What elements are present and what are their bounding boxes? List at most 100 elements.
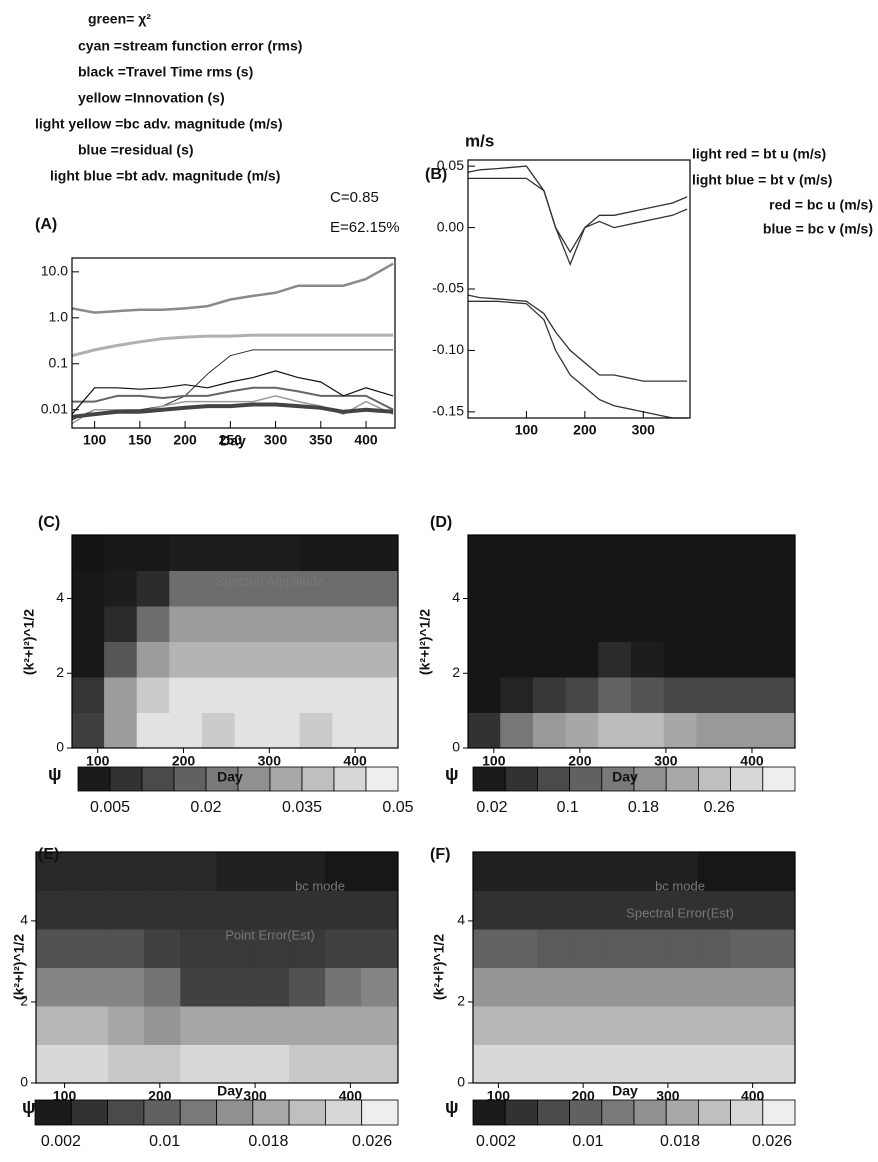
heatmap-cell bbox=[107, 851, 146, 891]
annotation: Spectral Error(Est) bbox=[626, 905, 734, 920]
heatmap-cell bbox=[663, 534, 698, 571]
heatmap-cell bbox=[71, 605, 106, 642]
heatmap-cell bbox=[180, 1005, 218, 1045]
y-tick-label: 2 bbox=[20, 993, 28, 1009]
heatmap-cell bbox=[663, 570, 698, 607]
x-tick-label: 150 bbox=[128, 432, 152, 448]
colorbar-cell bbox=[730, 766, 764, 792]
heatmap-cell bbox=[532, 712, 567, 749]
annotation: Point Error(Est) bbox=[225, 927, 315, 942]
colorbar-cell bbox=[179, 1099, 217, 1126]
series-line bbox=[71, 370, 394, 415]
heatmap-cell bbox=[144, 1044, 182, 1084]
y-axis-label: (k²+l²)^1/2 bbox=[431, 934, 447, 1000]
heatmap-cell bbox=[216, 890, 254, 930]
heatmap-cell bbox=[472, 928, 506, 968]
heatmap-cell bbox=[762, 890, 796, 930]
heatmap-cell bbox=[729, 676, 763, 713]
colorbar-cell bbox=[333, 766, 367, 792]
heatmap-cell bbox=[216, 1005, 254, 1045]
heatmap-cell bbox=[288, 1005, 327, 1045]
annotation: bc mode bbox=[295, 878, 345, 893]
heatmap-cell bbox=[761, 712, 796, 749]
colorbar-cell bbox=[504, 766, 538, 792]
x-tick-label: 350 bbox=[309, 432, 333, 448]
heatmap-cell bbox=[500, 534, 534, 571]
heatmap-cell bbox=[299, 605, 334, 642]
heatmap-cell bbox=[697, 928, 732, 968]
heatmap-cell bbox=[761, 534, 796, 571]
colorbar-tick-label: 0.02 bbox=[190, 799, 221, 816]
heatmap-cell bbox=[472, 967, 506, 1007]
heatmap-cell bbox=[569, 928, 603, 968]
x-tick-label: 400 bbox=[354, 432, 378, 448]
x-tick-label: 200 bbox=[173, 432, 197, 448]
x-tick-label: 100 bbox=[482, 753, 506, 769]
colorbar-cell bbox=[77, 766, 111, 792]
heatmap-cell bbox=[601, 967, 635, 1007]
heatmap-cell bbox=[332, 570, 366, 607]
heatmap-cell bbox=[325, 851, 363, 891]
heatmap-cell bbox=[180, 851, 218, 891]
colorbar-cell bbox=[361, 1099, 399, 1126]
heatmap-cell bbox=[663, 712, 698, 749]
colorbar-tick-label: 0.01 bbox=[149, 1133, 180, 1150]
heatmap-cell bbox=[504, 851, 538, 891]
heatmap-cell bbox=[697, 1005, 732, 1045]
heatmap-cell bbox=[35, 890, 73, 930]
x-tick-label: 300 bbox=[264, 432, 288, 448]
heatmap-cell bbox=[601, 851, 635, 891]
colorbar-cell bbox=[665, 766, 699, 792]
heatmap-cell bbox=[71, 890, 109, 930]
heatmap-cell bbox=[216, 851, 254, 891]
heatmap-cell bbox=[601, 890, 635, 930]
heatmap-cell bbox=[467, 641, 502, 678]
heatmap-cell bbox=[730, 1044, 764, 1084]
series-line bbox=[468, 300, 688, 419]
legend-entry: blue = bc v (m/s) bbox=[763, 221, 873, 237]
x-tick-label: 300 bbox=[258, 753, 282, 769]
heatmap-cell bbox=[288, 967, 327, 1007]
legend-entry: red = bc u (m/s) bbox=[769, 197, 873, 213]
heatmap-cell bbox=[361, 928, 399, 968]
x-tick-label: 300 bbox=[654, 753, 678, 769]
colorbar-cell bbox=[301, 766, 335, 792]
annotation: E=62.15% bbox=[330, 219, 400, 236]
y-axis-label: (k²+l²)^1/2 bbox=[417, 609, 433, 675]
heatmap-cell bbox=[35, 928, 73, 968]
heatmap-cell bbox=[332, 605, 366, 642]
x-tick-label: 400 bbox=[343, 753, 367, 769]
heatmap-cell bbox=[361, 1005, 399, 1045]
colorbar-cell bbox=[633, 766, 667, 792]
heatmap-cell bbox=[697, 967, 732, 1007]
y-tick-label: 0 bbox=[56, 739, 64, 755]
heatmap-cell bbox=[761, 641, 796, 678]
colorbar-tick-label: 0.018 bbox=[660, 1133, 700, 1150]
legend-entry: light red = bt u (m/s) bbox=[692, 146, 826, 162]
heatmap-cell bbox=[71, 928, 109, 968]
heatmap-cell bbox=[633, 928, 667, 968]
heatmap-cell bbox=[536, 851, 571, 891]
x-tick-label: 100 bbox=[83, 432, 107, 448]
x-axis-label: Day bbox=[217, 769, 243, 785]
heatmap-cell bbox=[71, 967, 109, 1007]
panel-label: (B) bbox=[425, 166, 447, 183]
heatmap-cell bbox=[332, 641, 366, 678]
panel-label: (D) bbox=[430, 514, 452, 531]
heatmap-cell bbox=[288, 1044, 327, 1084]
heatmap-cell bbox=[267, 605, 301, 642]
colorbar-cell bbox=[569, 766, 603, 792]
heatmap-cell bbox=[472, 890, 506, 930]
heatmap-cell bbox=[234, 712, 269, 749]
y-tick-label: 0.1 bbox=[49, 354, 69, 370]
x-tick-label: 200 bbox=[573, 422, 597, 438]
heatmap-cell bbox=[71, 1005, 109, 1045]
heatmap-cell bbox=[107, 1044, 146, 1084]
heatmap-cell bbox=[361, 851, 399, 891]
heatmap-cell bbox=[71, 534, 106, 571]
colorbar-tick-label: 0.01 bbox=[572, 1133, 603, 1150]
heatmap-cell bbox=[598, 676, 632, 713]
heatmap-cell bbox=[35, 967, 73, 1007]
heatmap-cell bbox=[201, 712, 236, 749]
